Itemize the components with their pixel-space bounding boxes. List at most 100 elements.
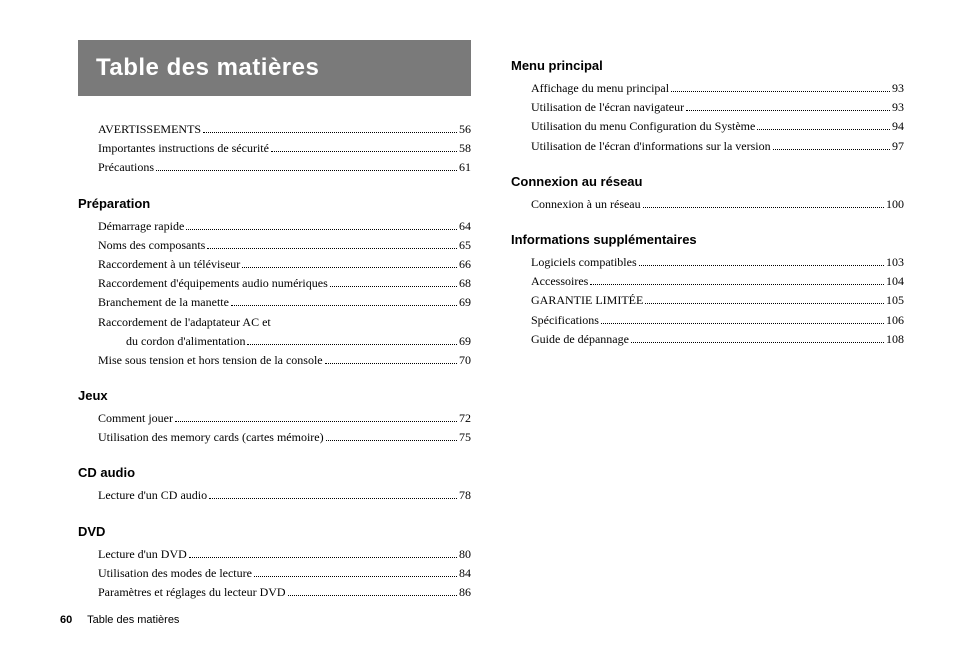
toc-label: Logiciels compatibles xyxy=(531,253,637,272)
toc-label: Accessoires xyxy=(531,272,588,291)
toc-page: 86 xyxy=(459,583,471,602)
section-heading: DVD xyxy=(78,524,471,539)
toc-label: Lecture d'un CD audio xyxy=(98,486,207,505)
section-heading: Préparation xyxy=(78,196,471,211)
toc-page: 93 xyxy=(892,98,904,117)
leader-dots xyxy=(639,265,884,266)
toc-label: du cordon d'alimentation xyxy=(126,332,245,351)
left-sections: PréparationDémarrage rapide 64Noms des c… xyxy=(78,196,471,603)
page-title: Table des matières xyxy=(78,40,471,96)
toc-entry: Utilisation de l'écran d'informations su… xyxy=(531,137,904,156)
toc-entry: Mise sous tension et hors tension de la … xyxy=(98,351,471,370)
toc-label: Affichage du menu principal xyxy=(531,79,669,98)
leader-dots xyxy=(209,498,457,499)
leader-dots xyxy=(631,342,884,343)
toc-entry: Raccordement à un téléviseur 66 xyxy=(98,255,471,274)
page-footer: 60 Table des matières xyxy=(60,614,179,626)
toc-label: Précautions xyxy=(98,158,154,177)
leader-dots xyxy=(325,363,457,364)
leader-dots xyxy=(590,284,884,285)
toc-entry: Noms des composants 65 xyxy=(98,236,471,255)
toc-page: 64 xyxy=(459,217,471,236)
toc-label: Démarrage rapide xyxy=(98,217,184,236)
leader-dots xyxy=(186,229,457,230)
toc-label: GARANTIE LIMITÉE xyxy=(531,291,643,310)
toc-entry: Importantes instructions de sécurité 58 xyxy=(98,139,471,158)
leader-dots xyxy=(175,421,457,422)
leader-dots xyxy=(686,110,890,111)
toc-entry: Connexion à un réseau 100 xyxy=(531,195,904,214)
leader-dots xyxy=(288,595,457,596)
toc-entry: AVERTISSEMENTS 56 xyxy=(98,120,471,139)
leader-dots xyxy=(330,286,457,287)
leader-dots xyxy=(203,132,457,133)
toc-entry: Guide de dépannage 108 xyxy=(531,330,904,349)
toc-page: 103 xyxy=(886,253,904,272)
footer-label: Table des matières xyxy=(87,614,179,626)
section-heading: Jeux xyxy=(78,388,471,403)
toc-label: AVERTISSEMENTS xyxy=(98,120,201,139)
section-heading: Informations supplémentaires xyxy=(511,232,904,247)
toc-entry: Branchement de la manette 69 xyxy=(98,293,471,312)
toc-page: 72 xyxy=(459,409,471,428)
toc-page: 105 xyxy=(886,291,904,310)
toc-entry: Utilisation du menu Configuration du Sys… xyxy=(531,117,904,136)
toc-page: 100 xyxy=(886,195,904,214)
toc-entry: Lecture d'un DVD 80 xyxy=(98,545,471,564)
left-column: Table des matières AVERTISSEMENTS 56Impo… xyxy=(78,40,471,602)
toc-label: Utilisation de l'écran d'informations su… xyxy=(531,137,771,156)
toc-page: 75 xyxy=(459,428,471,447)
leader-dots xyxy=(271,151,457,152)
content-columns: Table des matières AVERTISSEMENTS 56Impo… xyxy=(78,40,904,602)
toc-page: 56 xyxy=(459,120,471,139)
toc-page: 78 xyxy=(459,486,471,505)
toc-page: 84 xyxy=(459,564,471,583)
toc-label: Utilisation du menu Configuration du Sys… xyxy=(531,117,755,136)
toc-page: 65 xyxy=(459,236,471,255)
toc-entry: Lecture d'un CD audio 78 xyxy=(98,486,471,505)
toc-label: Utilisation de l'écran navigateur xyxy=(531,98,684,117)
toc-entry: Démarrage rapide 64 xyxy=(98,217,471,236)
toc-page: 69 xyxy=(459,332,471,351)
leader-dots xyxy=(254,576,457,577)
toc-label: Raccordement à un téléviseur xyxy=(98,255,240,274)
toc-label: Connexion à un réseau xyxy=(531,195,641,214)
toc-entry: Affichage du menu principal 93 xyxy=(531,79,904,98)
toc-entry: Raccordement de l'adaptateur AC et xyxy=(98,313,471,332)
toc-label: Branchement de la manette xyxy=(98,293,229,312)
toc-label: Guide de dépannage xyxy=(531,330,629,349)
toc-entry: Logiciels compatibles 103 xyxy=(531,253,904,272)
toc-page: 66 xyxy=(459,255,471,274)
leader-dots xyxy=(326,440,457,441)
leader-dots xyxy=(231,305,457,306)
leader-dots xyxy=(773,149,890,150)
toc-page: 104 xyxy=(886,272,904,291)
toc-entry: Raccordement d'équipements audio numériq… xyxy=(98,274,471,293)
toc-entry: Utilisation des memory cards (cartes mém… xyxy=(98,428,471,447)
leader-dots xyxy=(671,91,890,92)
toc-entry: du cordon d'alimentation 69 xyxy=(126,332,471,351)
toc-label: Mise sous tension et hors tension de la … xyxy=(98,351,323,370)
leader-dots xyxy=(207,248,457,249)
toc-page: 93 xyxy=(892,79,904,98)
leader-dots xyxy=(247,344,457,345)
toc-entry: Précautions 61 xyxy=(98,158,471,177)
toc-label: Utilisation des memory cards (cartes mém… xyxy=(98,428,324,447)
leader-dots xyxy=(757,129,890,130)
toc-label: Noms des composants xyxy=(98,236,205,255)
toc-page: 70 xyxy=(459,351,471,370)
toc-entry: Spécifications 106 xyxy=(531,311,904,330)
toc-page: 106 xyxy=(886,311,904,330)
toc-label: Comment jouer xyxy=(98,409,173,428)
toc-label: Utilisation des modes de lecture xyxy=(98,564,252,583)
page-number: 60 xyxy=(60,614,72,626)
toc-label: Spécifications xyxy=(531,311,599,330)
leader-dots xyxy=(645,303,884,304)
toc-entry: Comment jouer 72 xyxy=(98,409,471,428)
right-column: Menu principalAffichage du menu principa… xyxy=(511,40,904,602)
leader-dots xyxy=(643,207,884,208)
right-sections: Menu principalAffichage du menu principa… xyxy=(511,58,904,349)
toc-page: 108 xyxy=(886,330,904,349)
toc-entry: GARANTIE LIMITÉE 105 xyxy=(531,291,904,310)
toc-page: 97 xyxy=(892,137,904,156)
